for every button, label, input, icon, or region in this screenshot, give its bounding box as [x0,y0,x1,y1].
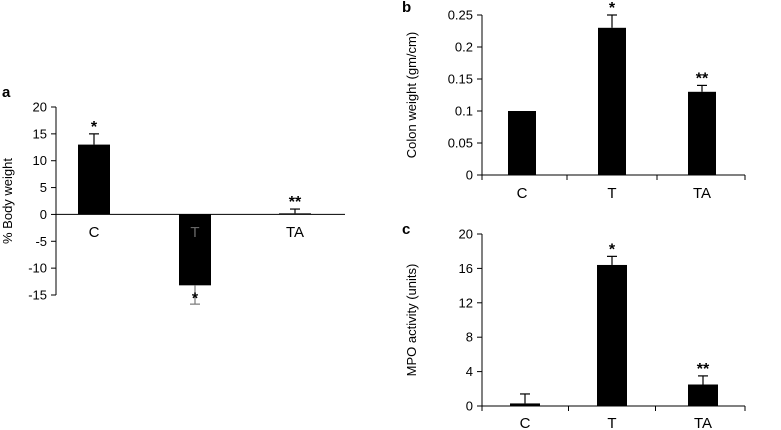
x-category-label: C [520,415,531,430]
chart-panel-b: b 0.25 0.2 0.15 0.1 0.05 0 Colon weight (gm/cm)… [402,0,746,202]
bar [597,264,627,406]
x-category-label: T [190,224,199,241]
x-category-label: TA [694,415,712,430]
significance-marker: * [91,119,98,136]
y-tick-label: 0.25 [448,8,473,23]
y-axis-label: % Body weight [0,158,15,244]
y-tick-label: 20 [459,227,473,242]
bar [78,144,110,215]
y-axis-label: Colon weight (gm/cm) [404,32,419,158]
y-tick-label: -5 [35,234,47,249]
x-category-label: C [89,224,100,241]
y-tick-label: 20 [33,100,47,115]
x-category-label: TA [286,224,304,241]
significance-marker: * [609,0,616,17]
y-tick-label: 8 [466,330,473,345]
bar [179,214,211,286]
y-tick-label: -15 [28,288,47,303]
bar [508,111,536,175]
x-category-label: T [607,185,616,202]
y-tick-label: 0.15 [448,72,473,87]
y-tick-label: 12 [459,295,473,310]
panel-letter: c [402,221,410,238]
bar [510,403,540,406]
y-tick-label: 0 [40,207,47,222]
y-tick-label: 15 [33,126,47,141]
bar [279,213,311,215]
chart-panel-a: a 20 15 10 5 0 -5 -10 -15 % Body weight * C * T ** TA [0,84,345,307]
significance-marker: ** [696,70,709,87]
bar [598,27,626,175]
significance-marker: ** [289,194,302,211]
y-tick-label: 4 [466,364,473,379]
chart-panel-c: c 20 16 12 8 4 0 MPO activity (units) C * T ** TA [402,221,746,430]
significance-marker: * [609,241,616,258]
y-tick-label: 5 [40,180,47,195]
y-tick-label: -10 [28,261,47,276]
y-tick-label: 0.2 [455,40,473,55]
bar [688,384,718,406]
y-tick-label: 0.1 [455,104,473,119]
y-tick-label: 16 [459,261,473,276]
y-axis-label: MPO activity (units) [404,264,419,377]
panel-letter: b [402,0,411,16]
bar [688,91,716,175]
y-tick-label: 10 [33,153,47,168]
y-tick-label: 0 [466,399,473,414]
x-category-label: T [607,415,616,430]
significance-marker: * [192,290,199,307]
y-tick-label: 0.05 [448,136,473,151]
panel-letter: a [2,84,11,101]
x-category-label: TA [693,185,711,202]
significance-marker: ** [697,361,710,378]
x-category-label: C [517,185,528,202]
y-tick-label: 0 [466,168,473,183]
